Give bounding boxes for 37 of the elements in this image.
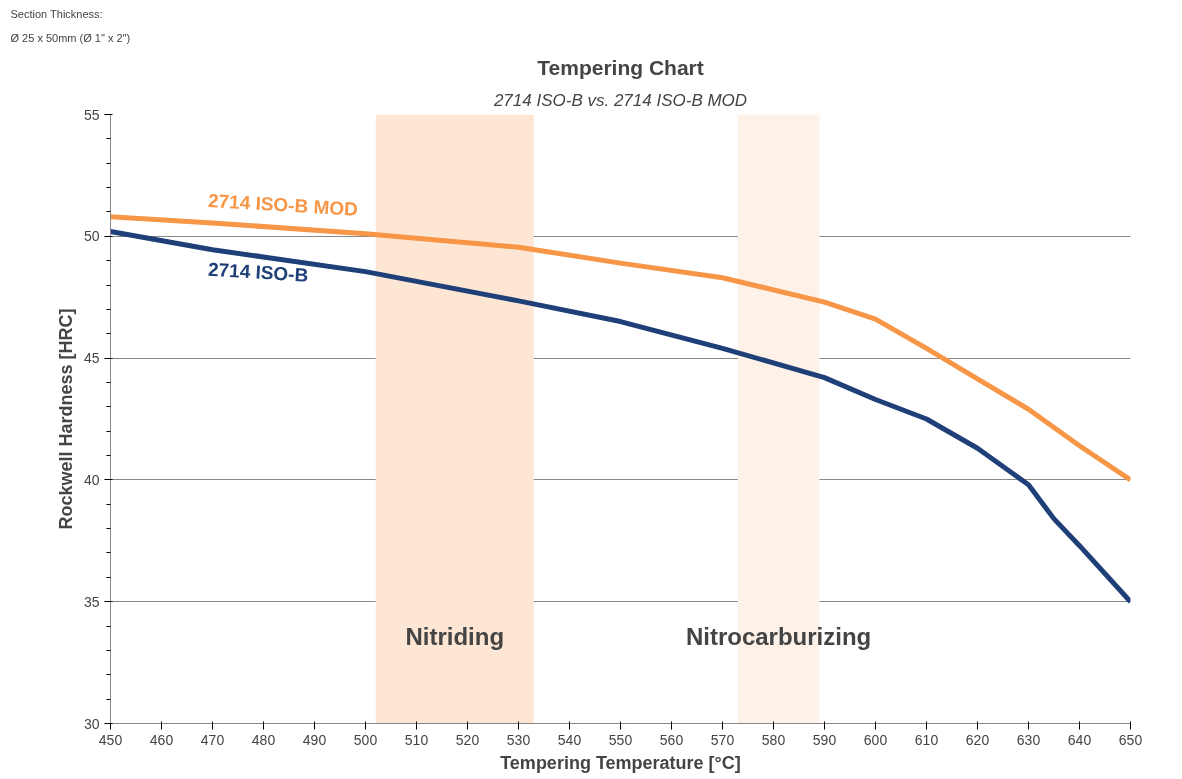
y-tick-label: 50 [83, 228, 100, 245]
text: Ø 25 x 50mm (Ø 1" x 2") [10, 31, 131, 44]
x-tick-label: 480 [251, 731, 276, 748]
x-tick-label: 570 [710, 731, 735, 748]
x-axis-title: Tempering Temperature [°C] [500, 752, 741, 773]
x-tick-label: 500 [353, 731, 378, 748]
x-tick-label: 450 [98, 731, 123, 748]
x-tick-label: 460 [149, 731, 174, 748]
x-tick-label: 510 [404, 731, 429, 748]
x-tick-label: 490 [302, 731, 327, 748]
chart-subtitle: 2714 ISO-B vs. 2714 ISO-B MOD [492, 90, 748, 110]
x-tick-label: 600 [863, 731, 888, 748]
x-tick-label: 540 [557, 731, 582, 748]
x-tick-label: 530 [506, 731, 531, 748]
text: Section Thickness: [10, 7, 103, 20]
y-tick-label: 55 [83, 106, 100, 123]
x-tick-label: 630 [1016, 731, 1041, 748]
y-tick-label: 30 [83, 715, 100, 732]
x-tick-label: 580 [761, 731, 786, 748]
x-tick-label: 640 [1067, 731, 1092, 748]
band-label: Nitrocarburizing [685, 623, 872, 651]
x-tick-label: 470 [200, 731, 225, 748]
x-tick-label: 590 [812, 731, 837, 748]
x-tick-label: 650 [1118, 731, 1143, 748]
x-tick-label: 620 [965, 731, 990, 748]
x-tick-label: 560 [659, 731, 684, 748]
chart-title: Tempering Chart [537, 55, 704, 79]
y-tick-label: 35 [83, 593, 100, 610]
y-tick-label: 40 [83, 471, 100, 488]
x-tick-label: 610 [914, 731, 939, 748]
x-tick-label: 520 [455, 731, 480, 748]
y-axis-title: Rockwell Hardness [HRC] [55, 308, 76, 530]
y-tick-label: 45 [83, 350, 100, 367]
band-label: Nitriding [405, 623, 505, 651]
series-label: 2714 ISO-B MOD [207, 189, 359, 220]
x-tick-label: 550 [608, 731, 633, 748]
series-label: 2714 ISO-B [207, 258, 309, 286]
